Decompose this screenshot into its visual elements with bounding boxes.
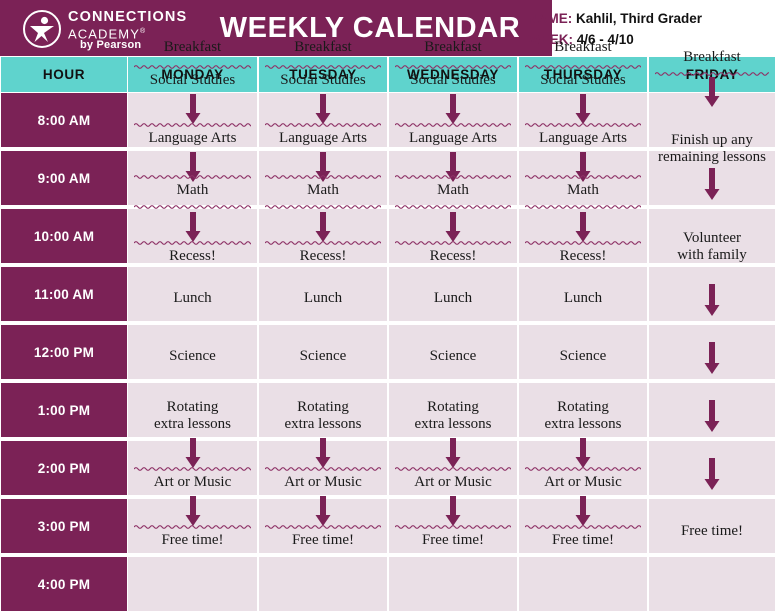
day-cell-monday-6[interactable] — [128, 441, 257, 495]
day-cell-friday-6[interactable] — [649, 441, 775, 495]
day-cell-tuesday-2[interactable] — [259, 209, 387, 263]
page-title: WEEKLY CALENDAR — [219, 11, 521, 44]
day-cell-monday-7[interactable] — [128, 499, 257, 553]
column-header-thursday[interactable]: THURSDAY — [519, 57, 647, 92]
day-cell-friday-1[interactable] — [649, 151, 775, 205]
page-header: CONNECTIONS ACADEMY® by Pearson WEEKLY C… — [0, 0, 776, 56]
day-cell-thursday-3[interactable] — [519, 267, 647, 321]
day-cell-friday-5[interactable] — [649, 383, 775, 437]
column-header-friday[interactable]: FRIDAY — [649, 57, 775, 92]
header-white-area — [552, 0, 776, 56]
week-value: 4/6 - 4/10 — [576, 32, 634, 47]
hour-cell: 1:00 PM — [1, 383, 127, 437]
day-cell-friday-2[interactable] — [649, 209, 775, 263]
day-cell-thursday-5[interactable] — [519, 383, 647, 437]
day-cell-thursday-4[interactable] — [519, 325, 647, 379]
day-cell-wednesday-7[interactable] — [389, 499, 517, 553]
day-cell-wednesday-1[interactable] — [389, 151, 517, 205]
day-cell-wednesday-8[interactable] — [389, 557, 517, 611]
hour-cell: 3:00 PM — [1, 499, 127, 553]
day-cell-friday-4[interactable] — [649, 325, 775, 379]
day-cell-thursday-1[interactable] — [519, 151, 647, 205]
day-cell-monday-4[interactable] — [128, 325, 257, 379]
brand-logo: CONNECTIONS ACADEMY® by Pearson — [22, 6, 186, 52]
day-cell-tuesday-5[interactable] — [259, 383, 387, 437]
hour-cell: 2:00 PM — [1, 441, 127, 495]
day-cell-monday-8[interactable] — [128, 557, 257, 611]
hour-cell: 12:00 PM — [1, 325, 127, 379]
day-cell-friday-7[interactable] — [649, 499, 775, 553]
column-header-hour[interactable]: HOUR — [1, 57, 127, 92]
hour-cell: 4:00 PM — [1, 557, 127, 611]
day-cell-tuesday-8[interactable] — [259, 557, 387, 611]
day-cell-friday-0[interactable] — [649, 93, 775, 147]
day-cell-monday-2[interactable] — [128, 209, 257, 263]
day-cell-wednesday-2[interactable] — [389, 209, 517, 263]
day-cell-thursday-7[interactable] — [519, 499, 647, 553]
student-meta: NAME: Kahlil, Third Grader WEEK: 4/6 - 4… — [528, 8, 772, 50]
day-cell-tuesday-6[interactable] — [259, 441, 387, 495]
logo-line-2: ACADEMY® — [68, 26, 147, 42]
header-purple-band — [0, 0, 552, 56]
day-cell-thursday-0[interactable] — [519, 93, 647, 147]
week-range-row: WEEK: 4/6 - 4/10 — [528, 29, 772, 50]
day-cell-wednesday-0[interactable] — [389, 93, 517, 147]
hour-cell: 9:00 AM — [1, 151, 127, 205]
logo-byline: by Pearson — [80, 39, 142, 51]
day-cell-monday-3[interactable] — [128, 267, 257, 321]
day-cell-tuesday-0[interactable] — [259, 93, 387, 147]
day-cell-tuesday-7[interactable] — [259, 499, 387, 553]
day-cell-friday-3[interactable] — [649, 267, 775, 321]
day-cell-wednesday-5[interactable] — [389, 383, 517, 437]
day-cell-wednesday-6[interactable] — [389, 441, 517, 495]
hour-cell: 8:00 AM — [1, 93, 127, 147]
hour-cell: 10:00 AM — [1, 209, 127, 263]
name-label: NAME: — [528, 11, 573, 26]
connections-academy-person-circle-logo-icon — [22, 9, 62, 49]
day-cell-tuesday-4[interactable] — [259, 325, 387, 379]
day-cell-tuesday-1[interactable] — [259, 151, 387, 205]
hour-cell: 11:00 AM — [1, 267, 127, 321]
day-cell-thursday-6[interactable] — [519, 441, 647, 495]
week-label: WEEK: — [528, 32, 573, 47]
column-header-monday[interactable]: MONDAY — [128, 57, 257, 92]
logo-line-1: CONNECTIONS — [68, 9, 188, 25]
day-cell-thursday-2[interactable] — [519, 209, 647, 263]
day-cell-monday-5[interactable] — [128, 383, 257, 437]
day-cell-monday-0[interactable] — [128, 93, 257, 147]
student-name-row: NAME: Kahlil, Third Grader — [528, 8, 772, 29]
day-cell-thursday-8[interactable] — [519, 557, 647, 611]
column-header-tuesday[interactable]: TUESDAY — [259, 57, 387, 92]
day-cell-wednesday-3[interactable] — [389, 267, 517, 321]
column-header-wednesday[interactable]: WEDNESDAY — [389, 57, 517, 92]
day-cell-monday-1[interactable] — [128, 151, 257, 205]
day-cell-wednesday-4[interactable] — [389, 325, 517, 379]
name-value: Kahlil, Third Grader — [576, 11, 703, 26]
day-cell-friday-8[interactable] — [649, 557, 775, 611]
calendar-grid: HOUR MONDAY TUESDAY WEDNESDAY THURSDAY FRIDAY… — [0, 56, 776, 614]
day-cell-tuesday-3[interactable] — [259, 267, 387, 321]
logo-wordmark: CONNECTIONS ACADEMY® — [68, 10, 187, 41]
